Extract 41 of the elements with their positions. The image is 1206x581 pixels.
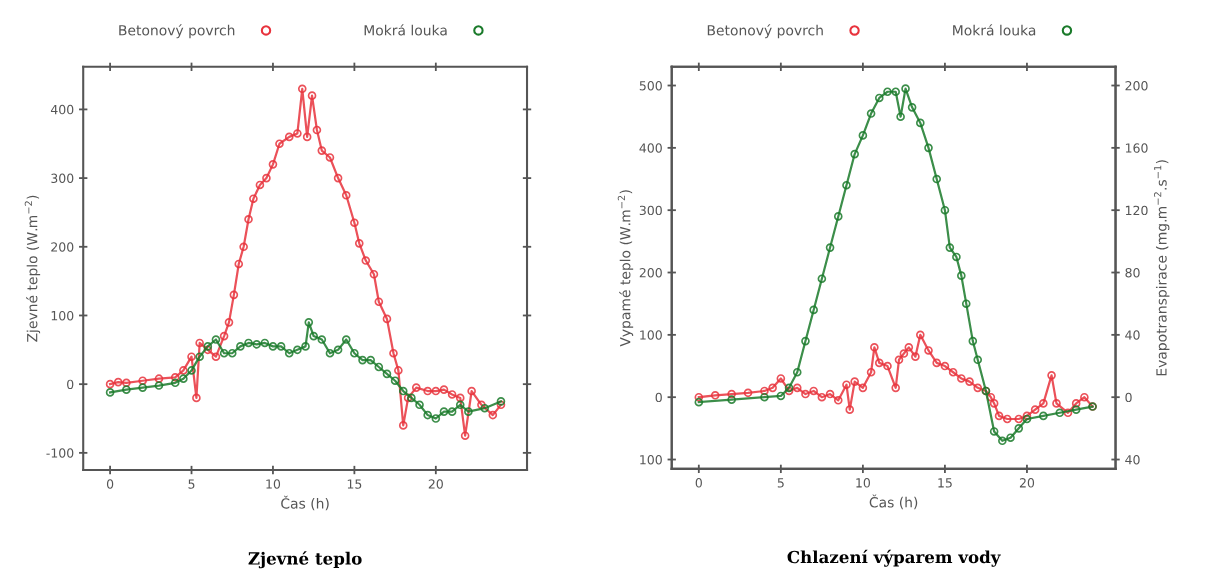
y-tick-label: -100 [46,448,74,458]
y2-tick-label: 40 [1125,330,1140,340]
y-tick-label: 400 [50,104,74,115]
y-tick-label: 200 [639,267,662,278]
y-tick-label: 200 [51,242,74,252]
y-tick-label: 300 [639,205,662,216]
legend-label: Mokrá louka [364,24,447,36]
x-axis-title: Čas (h) [281,495,329,511]
y-axis-title: Zjevné teplo (W.m$^{−2}$) [24,195,41,342]
y-tick-label: 100 [51,310,74,321]
x-tick-label: 5 [188,479,195,489]
x-tick-label: 10 [266,479,281,489]
y-tick-label: 500 [639,80,662,91]
x-tick-label: 0 [695,478,702,488]
y2-axis-title: Evapotranspirace (mg.m$^{−2}$.s$^{−1}$) [1153,160,1170,376]
y2-tick-label: 0 [1125,392,1132,403]
y2-tick-label: 160 [1125,143,1148,153]
y2-tick-label: 40 [1125,454,1140,465]
y2-tick-label: 120 [1125,205,1148,216]
y2-tick-label: 200 [1125,80,1148,91]
text: Chlazení výparem vody [787,549,1001,567]
x-tick-label: 15 [938,478,952,488]
x-tick-label: 5 [777,478,784,488]
y-tick-label: 100 [640,454,662,465]
y-tick-label: 100 [640,330,662,340]
y-tick-label: 0 [655,392,662,403]
y-tick-label: 300 [51,173,74,184]
legend-label: Betonový povrch [119,24,235,39]
text: Zjevné teplo [248,551,362,569]
x-tick-label: 20 [1019,478,1035,488]
y-axis-title: Vypamé teplo (W.m$^{−2}$) [617,190,634,347]
x-tick-label: 15 [347,479,362,489]
x-tick-label: 20 [428,479,443,489]
x-axis-title: Čas (h) [869,494,918,510]
legend-label: Mokrá louka [953,24,1036,36]
legend-label: Betonový povrch [707,24,823,39]
x-tick-label: 10 [856,478,871,488]
y-tick-label: 400 [639,143,662,153]
y-tick-label: 0 [67,379,74,390]
y2-tick-label: 80 [1125,267,1140,278]
x-tick-label: 0 [106,479,114,489]
